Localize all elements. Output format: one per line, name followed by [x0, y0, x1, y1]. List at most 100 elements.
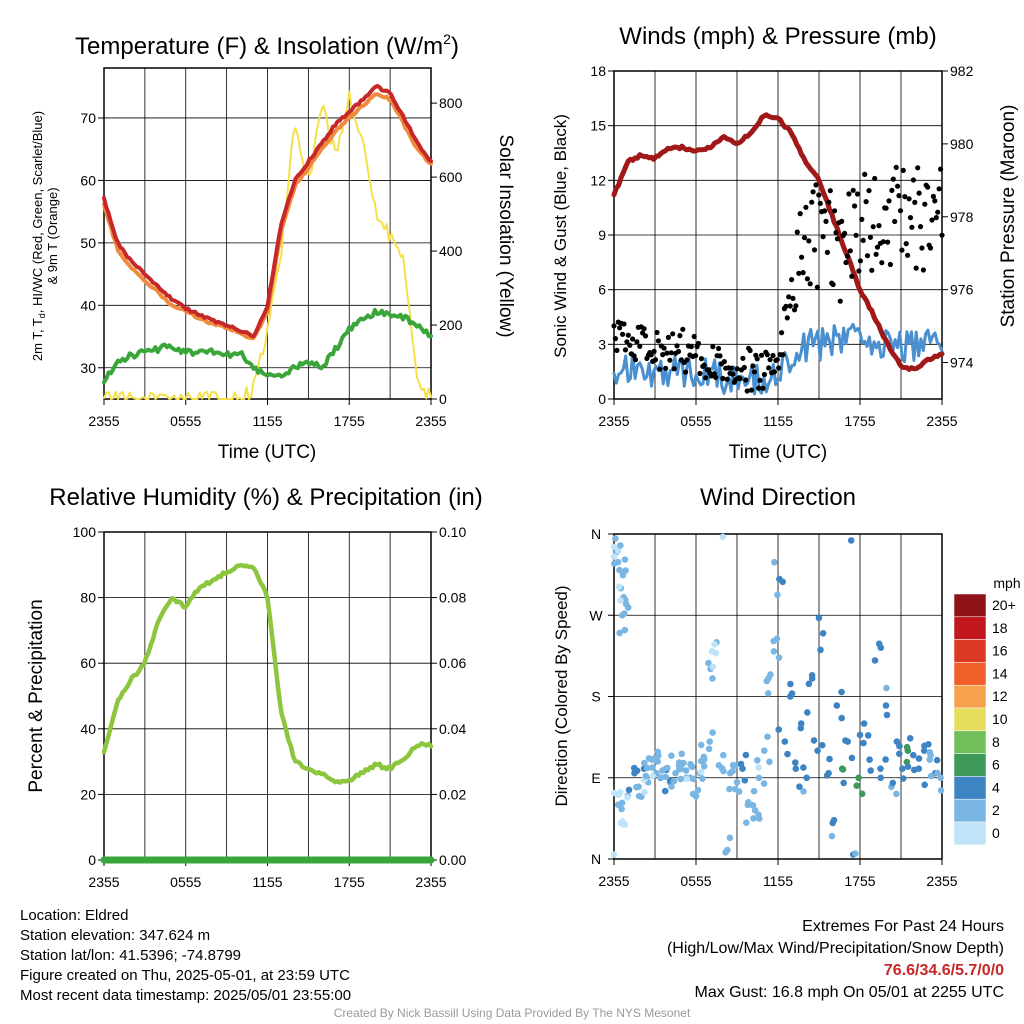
direction-point [755, 774, 763, 782]
direction-point [661, 787, 669, 795]
direction-point [847, 537, 855, 544]
gust-point [909, 224, 915, 230]
direction-point [866, 756, 873, 763]
gust-point [925, 184, 931, 190]
wind-xtick-label: 0555 [680, 413, 711, 429]
colorbar-swatch [953, 593, 987, 618]
gust-point [834, 236, 841, 242]
temp-xtick-label: 2355 [88, 413, 119, 429]
direction-point [719, 533, 727, 541]
direction-point [705, 659, 712, 667]
direction-point [838, 688, 845, 696]
gust-point [919, 245, 925, 251]
wind-left-ytick-label: 18 [590, 63, 606, 79]
direction-point [933, 756, 941, 764]
gust-point [776, 365, 782, 371]
direction-point [766, 758, 773, 766]
gust-point [907, 215, 914, 221]
gust-point [770, 352, 776, 359]
gust-point [774, 357, 780, 363]
gust-point [648, 352, 654, 358]
direction-point [810, 737, 818, 744]
direction-point [622, 600, 630, 608]
direction-point [610, 851, 618, 858]
direction-point [618, 799, 626, 807]
rh-xtick-label: 0555 [170, 874, 201, 890]
gust-point [750, 363, 756, 369]
rh-right-ytick-label: 0.06 [439, 655, 466, 671]
direction-point [761, 747, 768, 754]
direction-point [732, 762, 739, 769]
gust-point [897, 208, 904, 214]
gust-point [680, 326, 686, 332]
direction-point [720, 767, 727, 775]
direction-point [896, 750, 903, 758]
direction-point [855, 774, 862, 782]
gust-point [642, 333, 649, 339]
direction-point [808, 672, 816, 679]
colorbar-label: 8 [992, 734, 1000, 750]
rh-left-ytick-label: 60 [80, 655, 96, 671]
wind-left-ytick-label: 9 [598, 227, 606, 243]
direction-point [741, 777, 749, 784]
gust-point [747, 347, 753, 354]
gust-point [804, 276, 811, 282]
gust-point [832, 208, 838, 214]
gust-point [887, 261, 894, 268]
gust-point [880, 239, 886, 245]
gust-point [632, 357, 639, 363]
wind-left-ytick-label: 12 [590, 172, 606, 188]
max-gust: Max Gust: 16.8 mph On 05/01 at 2255 UTC [694, 984, 1005, 1001]
direction-point [871, 657, 879, 664]
winds-ylabel-right: Station Pressure (Maroon) [998, 105, 1019, 328]
colorbar-label: 0 [992, 825, 1000, 841]
gust-point [695, 340, 702, 347]
direction-point [615, 583, 623, 591]
direction-point [826, 755, 833, 763]
direction-point [882, 756, 889, 763]
rh-left-ytick-label: 80 [80, 590, 96, 606]
direction-point [858, 790, 866, 798]
temperature-ylabel: 2m T, Td, HI/WC (Red, Green, Scarlet/Blu… [30, 111, 47, 361]
gust-point [683, 369, 689, 375]
gust-point [927, 245, 934, 251]
direction-point [621, 626, 629, 634]
credit-line: Created By Nick Bassill Using Data Provi… [333, 1006, 691, 1020]
direction-point [641, 788, 648, 796]
direction-point [616, 629, 623, 637]
temp-right-ytick-label: 800 [439, 95, 463, 111]
gust-point [697, 370, 703, 377]
gust-point [651, 348, 657, 354]
temperature-xlabel: Time (UTC) [218, 442, 317, 463]
direction-point [677, 775, 685, 783]
direction-point [882, 702, 890, 709]
gust-point [783, 303, 789, 309]
direction-point [737, 760, 745, 768]
colorbar-label: 2 [992, 802, 1000, 818]
direction-point [649, 764, 656, 771]
direction-point [687, 762, 695, 770]
gust-point [620, 331, 626, 337]
gust-point [816, 192, 822, 198]
direction-point [722, 849, 729, 856]
gust-point [701, 362, 707, 368]
colorbar-swatch [953, 821, 987, 846]
direction-point [614, 558, 622, 566]
gust-point [930, 193, 937, 199]
direction-point [775, 654, 783, 661]
gust-point [842, 230, 848, 236]
direction-point [680, 759, 687, 767]
direction-point [641, 759, 648, 767]
direction-point [625, 786, 633, 794]
gust-point [688, 343, 694, 350]
gust-point [913, 265, 919, 271]
gust-point [932, 198, 938, 204]
station-location: Location: Eldred [20, 907, 129, 924]
direction-point [621, 821, 628, 828]
gust-point [856, 268, 862, 274]
direction-point [767, 671, 774, 678]
direction-point [700, 762, 708, 770]
direction-point [925, 741, 932, 748]
temp-xtick-label: 1755 [334, 413, 365, 429]
temperature-panel-title: Temperature (F) & Insolation (W/m2) [75, 31, 459, 60]
